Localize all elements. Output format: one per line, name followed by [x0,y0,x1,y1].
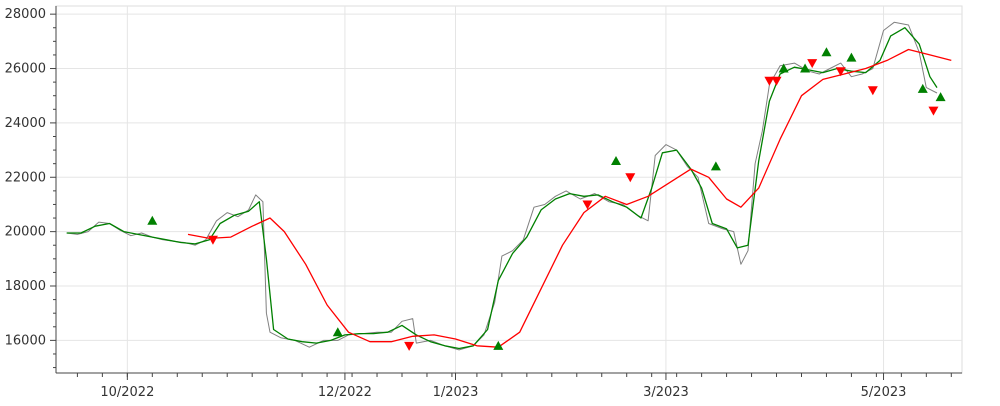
sell-marker [625,173,636,183]
slow-average-line [187,48,952,348]
x-tick-label: 1/2023 [433,385,479,400]
y-tick-label: 18000 [5,279,46,294]
x-tick-label: 12/2022 [318,385,372,400]
buy-marker [935,92,946,102]
x-tick-label: 10/2022 [100,385,154,400]
sell-marker [771,76,782,86]
buy-marker [147,215,158,225]
sell-marker [928,106,939,116]
series-layer [66,21,952,351]
y-tick-label: 24000 [5,116,46,131]
buy-marker [611,155,622,165]
sell-marker [807,59,818,69]
buy-marker [778,63,789,73]
sell-marker [835,67,846,77]
sell-marker [582,200,593,210]
plot-frame [55,5,963,374]
y-tick-label: 16000 [5,333,46,348]
buy-marker [800,63,811,73]
marker-layer [147,47,946,351]
sell-marker [867,86,878,96]
buy-marker [846,52,857,62]
y-tick-label: 28000 [5,7,46,22]
grid [55,5,963,374]
fast-average-line [66,27,938,350]
y-tick-label: 26000 [5,62,46,77]
y-tick-label: 20000 [5,225,46,240]
sell-marker [207,235,218,245]
sell-marker [404,341,415,351]
buy-marker [710,161,721,171]
sell-marker [764,76,775,86]
y-tick-label: 22000 [5,170,46,185]
x-tick-label: 3/2023 [643,385,689,400]
buy-marker [821,47,832,57]
buy-marker [917,83,928,93]
price-line [66,21,938,351]
x-tick-label: 5/2023 [861,385,907,400]
buy-marker [493,340,504,350]
buy-marker [332,327,343,337]
axes: 16000 18000 20000 22000 24000 26000 28000 10/20… [5,6,962,400]
